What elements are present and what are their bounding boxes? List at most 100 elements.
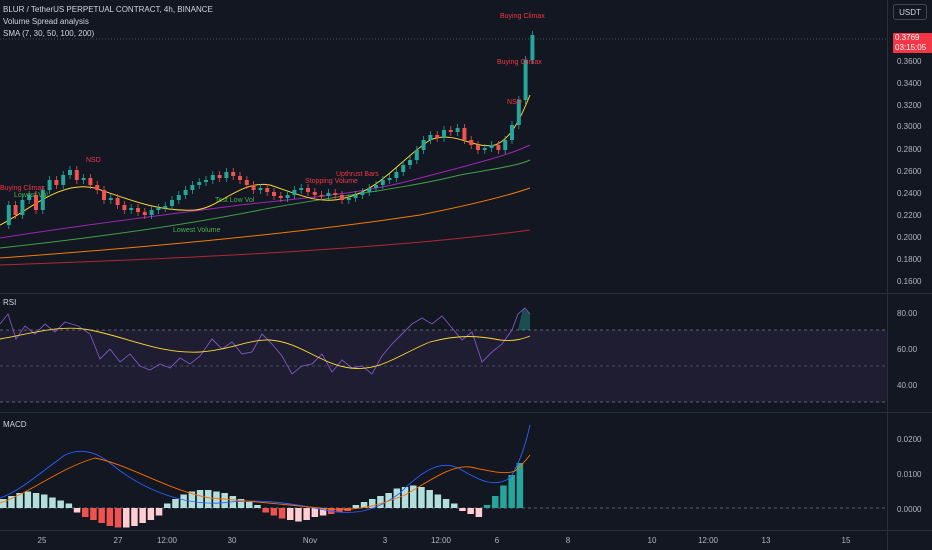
last-price-tag: 0.3769 03:15:05 <box>893 33 932 53</box>
time-axis-label: 10 <box>647 536 657 545</box>
time-axis-divider <box>0 530 932 531</box>
candle-body <box>455 128 460 132</box>
candlestick-series <box>6 31 535 229</box>
tag-buying-climax-top: Buying Climax <box>500 13 545 20</box>
price-axis-label: 0.3000 <box>897 122 922 131</box>
price-axis-label: 0.2600 <box>897 167 922 176</box>
candle-body <box>74 170 79 180</box>
candle-body <box>360 192 365 195</box>
macd-histogram-bar <box>352 505 360 508</box>
candle-body <box>442 130 446 138</box>
candle-body <box>503 140 508 150</box>
time-axis-label: 30 <box>227 536 237 545</box>
indicator-sma[interactable]: SMA (7, 30, 50, 100, 200) <box>3 29 95 38</box>
macd-histogram-bar <box>254 505 261 508</box>
candle-body <box>319 195 324 197</box>
candle-body <box>149 210 154 215</box>
candle-body <box>142 212 147 215</box>
candle-body <box>482 148 487 150</box>
macd-histogram-bar <box>442 499 450 508</box>
candle-body <box>414 150 419 160</box>
candle-body <box>306 188 310 192</box>
macd-histogram-bar <box>467 508 474 514</box>
macd-histogram-bar <box>401 487 409 508</box>
rsi-pane[interactable] <box>0 294 887 412</box>
macd-histogram-bar <box>262 508 269 513</box>
rsi-overbought-fill <box>518 308 530 330</box>
macd-histogram-bar <box>475 508 483 517</box>
price-axis-label: 0.2400 <box>897 189 922 198</box>
macd-histogram-bar <box>114 508 122 528</box>
candle-body <box>176 195 181 200</box>
macd-histogram-bar <box>0 499 7 508</box>
macd-histogram-bar <box>500 485 507 508</box>
candle-body <box>258 188 263 190</box>
macd-histogram-bar <box>82 508 89 517</box>
macd-axis-label: 0.0100 <box>897 470 922 479</box>
candle-body <box>238 176 242 180</box>
macd-histogram-bar <box>147 508 155 520</box>
candle-body <box>210 175 215 180</box>
last-price-value: 0.3769 <box>895 33 920 42</box>
macd-histogram-bar <box>303 508 310 520</box>
macd-axis-label: 0.0200 <box>897 435 922 444</box>
tag-nsd-right: NSD <box>507 99 522 106</box>
candle-body <box>428 135 433 140</box>
candle-body <box>523 60 528 100</box>
candle-body <box>394 172 399 178</box>
time-axis-label: 8 <box>565 536 571 545</box>
macd-axis-label: 0.0000 <box>897 505 922 514</box>
price-axis-label: 0.1800 <box>897 255 922 264</box>
time-axis-label: 12:00 <box>430 536 452 545</box>
tag-buying-climax-mid: Buying Climax <box>497 59 542 66</box>
macd-histogram-bar <box>295 508 302 522</box>
macd-histogram-bar <box>65 503 73 508</box>
rsi-title[interactable]: RSI <box>3 298 17 307</box>
macd-pane[interactable] <box>0 413 887 531</box>
macd-histogram-bar <box>237 499 245 508</box>
macd-histogram-bar <box>106 508 114 526</box>
tag-buying-climax-left: Buying Climax <box>0 185 45 192</box>
candle-body <box>496 145 501 150</box>
candle-body <box>40 190 45 210</box>
candle-body <box>224 172 229 178</box>
time-axis-label: Nov <box>302 536 318 545</box>
pane-divider[interactable] <box>0 412 932 413</box>
macd-histogram-bar <box>287 508 294 520</box>
time-axis-label: 13 <box>761 536 771 545</box>
candle-body <box>156 208 161 210</box>
candle-body <box>217 175 222 178</box>
candle-body <box>251 185 256 190</box>
symbol-title[interactable]: BLUR / TetherUS PERPETUAL CONTRACT, 4h, … <box>3 5 213 14</box>
candle-body <box>204 180 208 182</box>
macd-title[interactable]: MACD <box>3 420 27 429</box>
macd-histogram-bar <box>459 508 466 511</box>
macd-histogram-bar <box>98 508 105 523</box>
rsi-ma-line <box>0 327 531 370</box>
macd-histogram-bar <box>90 508 97 520</box>
macd-histogram-bar <box>196 490 204 508</box>
price-axis-label: 0.3600 <box>897 57 922 66</box>
candle-body <box>95 185 100 190</box>
macd-histogram-bar <box>369 499 376 508</box>
pane-divider[interactable] <box>0 293 932 294</box>
price-pane[interactable]: Buying Climax Buying Climax NSD NSD Buyi… <box>0 0 887 293</box>
candle-body <box>374 185 378 188</box>
candle-body <box>197 182 202 185</box>
candle-body <box>516 100 521 125</box>
candle-body <box>6 205 11 225</box>
candle-body <box>401 165 406 172</box>
tag-stopping-volume: Stopping Volume <box>305 178 358 185</box>
bar-countdown: 03:15:05 <box>895 43 927 52</box>
candle-body <box>510 125 514 140</box>
price-axis[interactable] <box>887 0 932 550</box>
candle-body <box>108 198 113 200</box>
indicator-volume-spread[interactable]: Volume Spread analysis <box>3 17 89 26</box>
time-axis-label: 6 <box>494 536 500 545</box>
time-axis-label: 27 <box>113 536 123 545</box>
candle-body <box>265 188 270 192</box>
currency-button[interactable]: USDT <box>893 4 927 20</box>
candle-body <box>299 188 304 190</box>
macd-histogram-bar <box>180 494 187 508</box>
macd-histogram-bar <box>410 485 417 508</box>
